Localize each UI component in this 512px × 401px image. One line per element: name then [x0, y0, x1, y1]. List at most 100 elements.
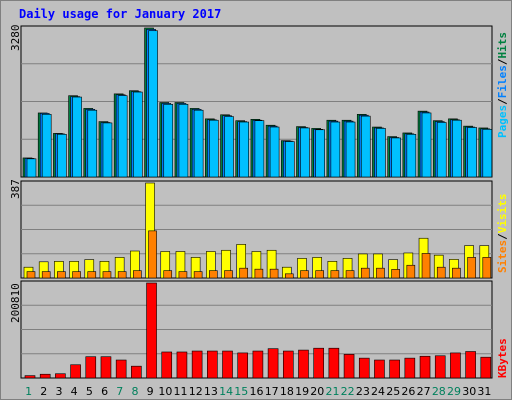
legend-separator: / — [496, 58, 509, 66]
x-tick-label: 31 — [477, 385, 491, 398]
x-tick-label: 2 — [40, 385, 47, 398]
bar-kbytes — [328, 347, 340, 379]
bar-sites — [102, 271, 112, 279]
bar-sites — [193, 271, 203, 279]
bar-pages — [391, 137, 401, 178]
bar-kbytes — [419, 355, 431, 379]
legend-separator: / — [496, 98, 509, 105]
bar-pages — [360, 115, 371, 178]
bar-pages — [300, 127, 310, 178]
bar-kbytes — [450, 352, 461, 379]
bar-pages — [178, 104, 189, 178]
x-tick-label: 14 — [219, 385, 233, 398]
legend-files: Files — [496, 65, 509, 99]
bar-kbytes — [389, 359, 400, 379]
bar-pages — [72, 96, 82, 178]
bar-kbytes — [191, 350, 203, 379]
bar-pages — [406, 133, 417, 178]
legend-kbytes: KBytes — [496, 338, 509, 378]
bar-pages — [26, 158, 37, 178]
x-tick-label: 15 — [234, 385, 248, 398]
bar-kbytes — [434, 355, 446, 379]
bar-pages — [421, 112, 432, 178]
bar-pages — [254, 120, 265, 178]
bar-kbytes — [39, 373, 51, 379]
x-tick-label: 10 — [158, 385, 172, 398]
bar-sites — [330, 270, 340, 279]
x-tick-label: 20 — [310, 385, 324, 398]
bar-sites — [269, 268, 279, 279]
bar-kbytes — [131, 365, 142, 379]
x-tick-label: 27 — [417, 385, 431, 398]
legend-hits: Hits — [496, 32, 509, 59]
x-tick-label: 18 — [280, 385, 294, 398]
bar-pages — [193, 109, 204, 178]
bar-pages — [148, 30, 158, 178]
bar-pages — [57, 133, 67, 178]
bar-sites — [452, 267, 461, 279]
x-tick-label: 24 — [371, 385, 385, 398]
x-tick-label: 12 — [189, 385, 203, 398]
bar-pages — [239, 121, 250, 178]
x-tick-label: 11 — [174, 385, 188, 398]
x-tick-label: 28 — [432, 385, 446, 398]
bar-sites — [57, 271, 66, 279]
x-tick-label: 3 — [55, 385, 62, 398]
legend-pages: Pages — [496, 104, 509, 138]
x-tick-label: 7 — [116, 385, 123, 398]
bar-kbytes — [404, 357, 416, 379]
bar-kbytes — [85, 356, 97, 379]
bar-sites — [117, 271, 127, 279]
bar-sites — [284, 273, 294, 279]
bar-kbytes — [374, 359, 385, 379]
chart-title: Daily usage for January 2017 — [19, 7, 222, 21]
bar-sites — [209, 270, 218, 279]
x-tick-label: 5 — [86, 385, 93, 398]
bar-kbytes — [161, 351, 173, 379]
top-ymax-label: 3280 — [9, 24, 22, 52]
bar-sites — [26, 271, 36, 279]
x-tick-label: 21 — [325, 385, 339, 398]
bar-sites — [72, 271, 81, 279]
x-tick-label: 22 — [341, 385, 355, 398]
bar-kbytes — [480, 356, 492, 379]
bar-kbytes — [55, 373, 66, 379]
legend-separator: / — [496, 233, 509, 240]
x-tick-label: 30 — [462, 385, 476, 398]
x-tick-label: 16 — [250, 385, 264, 398]
x-tick-label: 23 — [356, 385, 370, 398]
bar-pages — [330, 121, 341, 178]
bar-kbytes — [176, 351, 188, 379]
bar-kbytes — [282, 350, 294, 379]
x-tick-label: 1 — [25, 385, 32, 398]
bar-kbytes — [222, 350, 233, 379]
bar-sites — [87, 271, 97, 279]
bar-sites — [224, 270, 233, 279]
bar-kbytes — [24, 375, 36, 379]
middle-ymax-label: 387 — [9, 179, 22, 199]
x-tick-label: 9 — [147, 385, 154, 398]
bar-pages — [269, 126, 280, 178]
bar-kbytes — [146, 282, 157, 379]
bar-pages — [102, 122, 113, 178]
bar-kbytes — [267, 348, 279, 379]
bar-sites — [376, 267, 385, 279]
bar-pages — [224, 116, 234, 178]
bar-kbytes — [115, 359, 127, 379]
bar-sites — [482, 257, 492, 279]
bar-kbytes — [207, 350, 218, 379]
bar-sites — [315, 270, 324, 279]
bar-sites — [178, 271, 188, 279]
x-tick-label: 4 — [71, 385, 78, 398]
x-tick-label: 29 — [447, 385, 461, 398]
bar-pages — [117, 95, 128, 178]
bar-kbytes — [313, 347, 324, 379]
bar-pages — [345, 121, 356, 178]
bar-pages — [436, 122, 447, 178]
bar-sites — [41, 271, 51, 279]
x-tick-label: 19 — [295, 385, 309, 398]
x-tick-label: 17 — [265, 385, 279, 398]
x-tick-label: 13 — [204, 385, 218, 398]
